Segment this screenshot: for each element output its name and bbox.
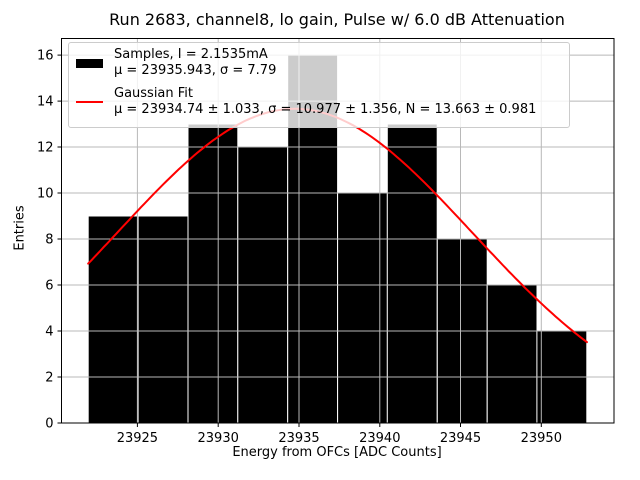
legend-handle-samples <box>76 58 103 68</box>
gaussian-line-swatch-icon <box>76 101 103 103</box>
y-tick-label: 8 <box>45 233 53 248</box>
plot-frame <box>61 38 615 424</box>
legend-handle-fit <box>76 101 103 103</box>
y-tick-label: 16 <box>37 49 54 64</box>
legend-samples-label: Samples, I = 2.1535mA <box>114 47 268 62</box>
legend-fit-label: Gaussian Fit <box>114 86 194 101</box>
y-tick-label: 12 <box>37 141 54 156</box>
legend-entry-fit: Gaussian Fit μ = 23934.74 ± 1.033, σ = 1… <box>76 86 569 118</box>
y-tick-label: 4 <box>45 325 53 340</box>
histogram-bar <box>337 192 388 424</box>
legend-samples-text: Samples, I = 2.1535mA μ = 23935.943, σ =… <box>114 47 276 79</box>
x-tick-label: 23930 <box>198 431 239 446</box>
y-axis-label: Entries <box>12 205 28 251</box>
x-tick-label: 23945 <box>440 431 481 446</box>
histogram-bar <box>87 215 139 424</box>
legend: Samples, I = 2.1535mA μ = 23935.943, σ =… <box>68 42 570 128</box>
y-tick-label: 2 <box>45 371 53 386</box>
histogram-swatch-icon <box>76 58 103 68</box>
histogram-bar <box>386 123 438 424</box>
x-tick-label: 23940 <box>359 431 400 446</box>
legend-fit-text: Gaussian Fit μ = 23934.74 ± 1.033, σ = 1… <box>114 86 536 118</box>
y-tick-label: 0 <box>45 417 53 432</box>
histogram-bar <box>187 123 239 424</box>
x-tick-label: 23935 <box>278 431 319 446</box>
legend-samples-stats: μ = 23935.943, σ = 7.79 <box>114 63 277 78</box>
x-tick-label: 23950 <box>521 431 562 446</box>
y-tick-label: 10 <box>37 187 54 202</box>
x-axis-label: Energy from OFCs [ADC Counts] <box>232 445 442 460</box>
y-tick-label: 14 <box>37 95 54 110</box>
histogram-bar <box>137 215 189 424</box>
chart-title: Run 2683, channel8, lo gain, Pulse w/ 6.… <box>109 10 565 29</box>
x-tick-label: 23925 <box>117 431 158 446</box>
y-tick-label: 6 <box>45 279 53 294</box>
legend-fit-stats: μ = 23934.74 ± 1.033, σ = 10.977 ± 1.356… <box>114 102 537 117</box>
histogram-bar <box>486 284 538 424</box>
legend-entry-samples: Samples, I = 2.1535mA μ = 23935.943, σ =… <box>76 47 569 79</box>
